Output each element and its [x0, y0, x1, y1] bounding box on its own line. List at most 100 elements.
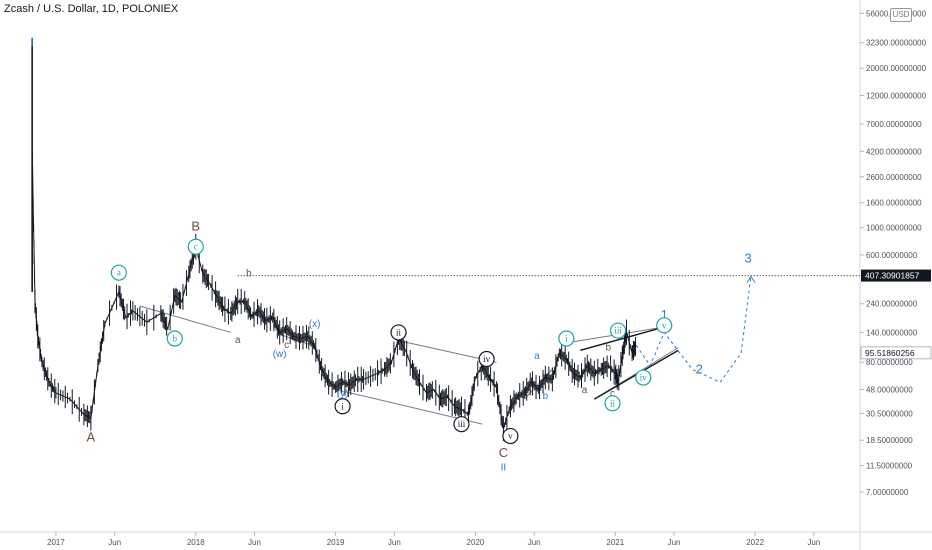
- projection-arrow: [746, 275, 756, 283]
- wave-label: I: [30, 35, 34, 50]
- wave-label: c: [610, 389, 615, 400]
- wave-circle-text: v: [662, 320, 667, 330]
- wave-circle-text: i: [565, 333, 568, 343]
- wave-label: II: [501, 462, 507, 473]
- circled-wave-label: i: [334, 398, 351, 415]
- circled-wave-label: v: [656, 317, 673, 334]
- y-tick-label: 4200.00000000: [866, 147, 922, 156]
- wave-label: a: [582, 385, 588, 396]
- wave-circle: [166, 330, 183, 347]
- wave-circle: [609, 322, 627, 339]
- wave-circle-text: c: [194, 242, 198, 252]
- x-tick-label: Jun: [807, 538, 820, 547]
- wave-circle: [453, 416, 470, 433]
- trendline: [139, 305, 231, 333]
- circled-wave-label: a: [110, 264, 127, 281]
- y-tick-label: 240.00000000: [866, 300, 918, 309]
- wave-label: b: [543, 391, 549, 402]
- circled-wave-label: c: [187, 238, 204, 255]
- x-tick-label: Jun: [388, 538, 401, 547]
- wave-circle: [110, 264, 127, 281]
- wave-circle-text: iii: [458, 419, 466, 429]
- wave-label: C: [499, 445, 508, 460]
- current-price-label: 95.51860256: [860, 346, 932, 360]
- x-tick-label: Jun: [108, 538, 121, 547]
- wave-circle-text: ii: [396, 327, 402, 337]
- circled-wave-label: i: [558, 330, 575, 347]
- x-tick-label: Jun: [248, 538, 261, 547]
- wave-label: A: [87, 430, 96, 445]
- y-tick-label: 1000.00000000: [866, 224, 922, 233]
- wave-label: c: [284, 340, 289, 351]
- wave-label: b: [606, 342, 612, 353]
- x-tick-label: Jun: [668, 538, 681, 547]
- price-line: [31, 153, 637, 429]
- y-tick-label: 2600.00000000: [866, 173, 922, 182]
- wave-circle-text: a: [117, 268, 121, 278]
- x-tick-label: 2019: [327, 538, 345, 547]
- x-tick-label: 2021: [606, 538, 624, 547]
- last-price-label: 407.30901857: [861, 269, 931, 282]
- circled-wave-label: ii: [390, 324, 407, 341]
- wave-circle-text: ii: [610, 398, 616, 408]
- circled-wave-label: b: [166, 330, 183, 347]
- wave-label: (x): [309, 319, 321, 330]
- wave-label: (y): [337, 389, 349, 400]
- x-tick-label: 2020: [467, 538, 485, 547]
- wave-circle-text: b: [173, 333, 178, 343]
- x-tick-label: 2022: [746, 538, 764, 547]
- price-label-text: 407.30901857: [865, 271, 920, 281]
- wave-label: B: [191, 218, 200, 233]
- wave-circle: [187, 238, 204, 255]
- circled-wave-label: iv: [478, 350, 495, 368]
- wave-circle-text: iv: [483, 354, 491, 364]
- wave-circle-text: iii: [614, 326, 622, 336]
- wave-circle: [390, 324, 407, 341]
- wave-circle: [502, 427, 519, 445]
- wave-label: (w): [273, 349, 287, 360]
- wave-label: 1: [661, 307, 668, 322]
- y-tick-label: 600.00000000: [866, 251, 918, 260]
- wave-label: a: [534, 351, 540, 362]
- y-tick-label: 140.00000000: [866, 328, 918, 337]
- y-tick-label: 20000.00000000: [866, 64, 927, 73]
- circled-wave-label: v: [502, 427, 519, 445]
- price-label-box: [861, 269, 931, 282]
- currency-badge[interactable]: USD: [890, 8, 912, 22]
- y-tick-label: 11.50000000: [866, 462, 913, 471]
- x-tick-label: Jun: [528, 538, 541, 547]
- wave-circle-text: v: [508, 431, 513, 441]
- wave-circle: [656, 317, 673, 334]
- wave-circle: [604, 395, 621, 412]
- x-tick-label: 2017: [47, 538, 65, 547]
- y-tick-label: 80.00000000: [866, 358, 913, 367]
- projection-path: [635, 276, 752, 383]
- price-label-box: [860, 346, 932, 360]
- wave-label: a: [235, 335, 241, 346]
- y-tick-label: 12000.00000000: [866, 91, 927, 100]
- y-tick-label: 30.50000000: [866, 410, 913, 419]
- chart-title: Zcash / U.S. Dollar, 1D, POLONIEX: [4, 3, 179, 15]
- circled-wave-label: iv: [635, 369, 652, 386]
- wave-label: 2: [696, 361, 703, 376]
- y-tick-label: 48.00000000: [866, 385, 913, 394]
- y-tick-label: 7000.00000000: [866, 120, 922, 129]
- wave-circle: [558, 330, 575, 347]
- circled-wave-label: iii: [453, 416, 470, 433]
- wedge-upper-line: [580, 326, 665, 352]
- wave-circle-text: iv: [640, 373, 648, 383]
- y-tick-label: 7.00000000: [866, 488, 909, 497]
- wave-circle: [478, 350, 495, 368]
- wave-label: 3: [745, 251, 752, 266]
- circled-wave-label: iii: [609, 322, 627, 339]
- wave-label: b: [246, 269, 252, 280]
- wave-circle-text: i: [341, 401, 344, 411]
- y-tick-label: 32300.00000000: [866, 39, 927, 48]
- wave-circle: [635, 369, 652, 386]
- y-tick-label: 1600.00000000: [866, 199, 922, 208]
- x-tick-label: 2018: [187, 538, 205, 547]
- y-tick-label: 18.50000000: [866, 436, 913, 445]
- circled-wave-label: ii: [604, 395, 621, 412]
- price-label-text: 95.51860256: [865, 348, 915, 358]
